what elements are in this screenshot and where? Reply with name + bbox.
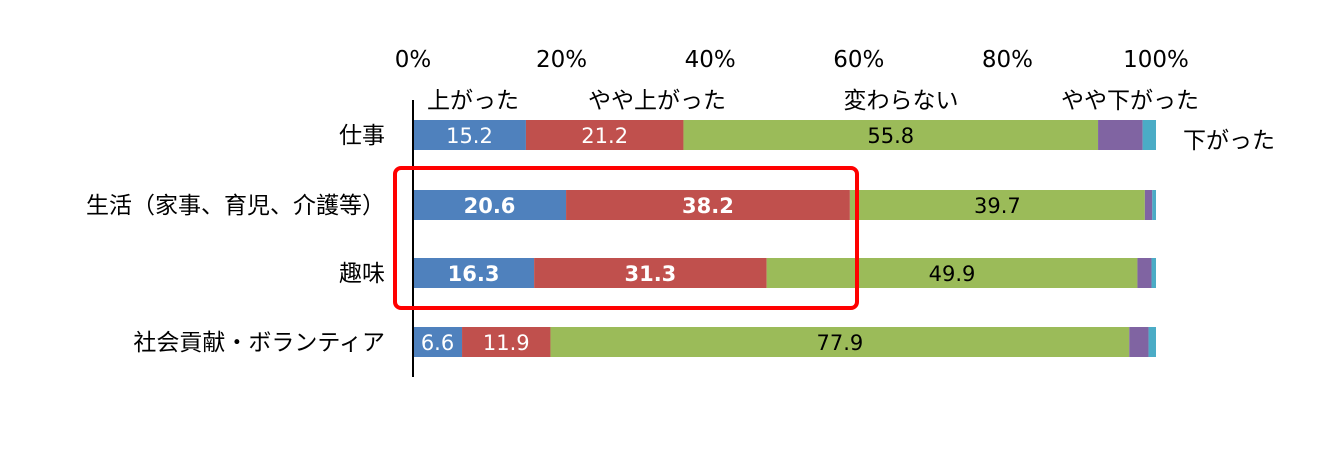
data-label: 16.3 [448,262,500,286]
data-label: 31.3 [624,262,676,286]
legend-label: 上がった [427,88,519,114]
category-label: 仕事 [339,123,385,149]
data-label: 11.9 [483,331,530,355]
bar-segment [1098,120,1143,150]
highlight-box [393,166,859,310]
bar-segment [683,120,1099,150]
data-label: 55.8 [867,124,914,148]
bar-segment [534,258,767,288]
data-label: 20.6 [464,194,516,218]
bar-segment [766,258,1138,288]
data-label: 21.2 [581,124,628,148]
bar-segment [1129,327,1149,357]
bar-segment [1142,120,1156,150]
bar-segment [413,120,526,150]
category-label: 生活（家事、育児、介護等） [86,193,385,219]
bar-segment [1148,327,1156,357]
data-label: 39.7 [974,194,1021,218]
bar-segment [1144,190,1153,220]
bar-segment [566,190,850,220]
legend-label: やや下がった [1061,88,1199,114]
legend-label: 変わらない [844,88,959,114]
bar-segment [849,190,1145,220]
bar-segment [525,120,684,150]
data-label: 6.6 [421,331,454,355]
data-label: 15.2 [446,124,493,148]
legend-label: やや上がった [588,88,726,114]
bar-segment [1152,190,1156,220]
x-tick-label: 60% [833,47,884,73]
bar-segment [462,327,551,357]
category-label: 社会貢献・ボランティア [133,330,385,356]
category-label: 趣味 [339,261,385,287]
data-label: 38.2 [682,194,734,218]
x-tick-label: 40% [685,47,736,73]
x-tick-label: 20% [536,47,587,73]
bar-segment [413,327,463,357]
x-tick-label: 0% [395,47,432,73]
data-label: 77.9 [816,331,863,355]
bar-segment [1151,258,1156,288]
x-tick-label: 80% [982,47,1033,73]
bar-segment [413,190,567,220]
bar-segment [1137,258,1152,288]
data-label: 49.9 [929,262,976,286]
bar-segment [550,327,1130,357]
bar-segment [413,258,535,288]
legend-label: 下がった [1183,128,1275,154]
x-tick-label: 100% [1123,47,1189,73]
